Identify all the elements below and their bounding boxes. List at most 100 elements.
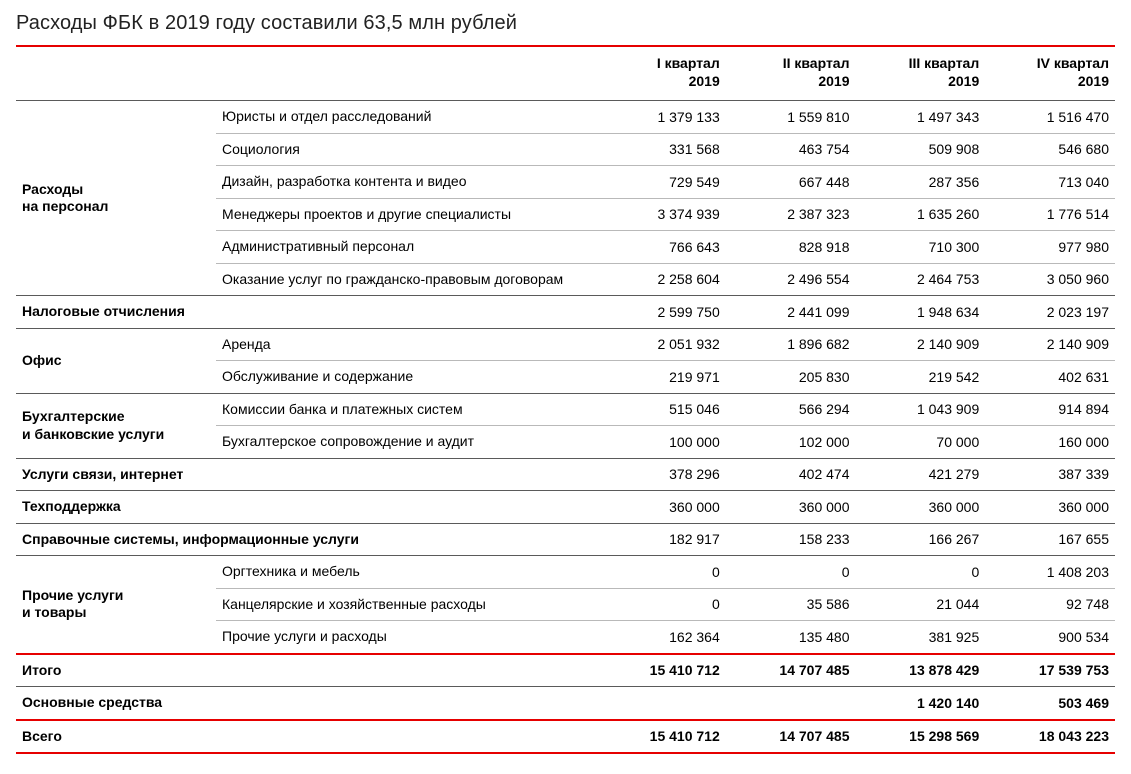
total-value: 13 878 429 bbox=[856, 654, 986, 687]
total-value: 17 539 753 bbox=[985, 654, 1115, 687]
cell-value: 1 043 909 bbox=[856, 393, 986, 426]
table-row: ОфисАренда2 051 9321 896 6822 140 9092 1… bbox=[16, 328, 1115, 361]
col-header-blank bbox=[16, 47, 216, 101]
report-container: Расходы ФБК в 2019 году составили 63,5 м… bbox=[0, 0, 1131, 774]
category-label: Прочие услуги и товары bbox=[16, 556, 216, 654]
total-value: 15 410 712 bbox=[596, 720, 726, 754]
category-label: Услуги связи, интернет bbox=[16, 458, 596, 491]
cell-value: 205 830 bbox=[726, 361, 856, 394]
cell-value: 1 948 634 bbox=[856, 296, 986, 329]
cell-value: 828 918 bbox=[726, 231, 856, 264]
category-label: Техподдержка bbox=[16, 491, 596, 524]
col-header-q1: I квартал 2019 bbox=[596, 47, 726, 101]
cell-value: 1 379 133 bbox=[596, 101, 726, 134]
total-label: Основные средства bbox=[16, 687, 596, 720]
cell-value: 287 356 bbox=[856, 166, 986, 199]
cell-value: 766 643 bbox=[596, 231, 726, 264]
cell-value: 381 925 bbox=[856, 621, 986, 654]
category-label: Справочные системы, информационные услуг… bbox=[16, 523, 596, 556]
cell-value: 35 586 bbox=[726, 588, 856, 621]
total-value: 14 707 485 bbox=[726, 720, 856, 754]
cell-value: 2 441 099 bbox=[726, 296, 856, 329]
subcategory-label: Административный персонал bbox=[216, 231, 596, 264]
table-row: Бухгалтерские и банковские услугиКомисси… bbox=[16, 393, 1115, 426]
cell-value: 182 917 bbox=[596, 523, 726, 556]
cell-value: 3 374 939 bbox=[596, 198, 726, 231]
cell-value: 1 896 682 bbox=[726, 328, 856, 361]
total-row: Основные средства 1 420 140503 469 bbox=[16, 687, 1115, 720]
table-row: Прочие услуги и товарыОргтехника и мебел… bbox=[16, 556, 1115, 589]
cell-value: 92 748 bbox=[985, 588, 1115, 621]
cell-value: 360 000 bbox=[726, 491, 856, 524]
table-row: Услуги связи, интернет378 296402 474421 … bbox=[16, 458, 1115, 491]
cell-value: 463 754 bbox=[726, 133, 856, 166]
total-value: 1 420 140 bbox=[856, 687, 986, 720]
cell-value: 100 000 bbox=[596, 426, 726, 459]
cell-value: 219 542 bbox=[856, 361, 986, 394]
subcategory-label: Комиссии банка и платежных систем bbox=[216, 393, 596, 426]
total-value bbox=[726, 687, 856, 720]
cell-value: 2 140 909 bbox=[985, 328, 1115, 361]
cell-value: 402 474 bbox=[726, 458, 856, 491]
subcategory-label: Юристы и отдел расследований bbox=[216, 101, 596, 134]
cell-value: 3 050 960 bbox=[985, 263, 1115, 296]
table-row: Техподдержка360 000360 000360 000360 000 bbox=[16, 491, 1115, 524]
cell-value: 402 631 bbox=[985, 361, 1115, 394]
cell-value: 162 364 bbox=[596, 621, 726, 654]
subcategory-label: Аренда bbox=[216, 328, 596, 361]
cell-value: 0 bbox=[726, 556, 856, 589]
table-row: Справочные системы, информационные услуг… bbox=[16, 523, 1115, 556]
col-header-blank bbox=[216, 47, 596, 101]
cell-value: 2 496 554 bbox=[726, 263, 856, 296]
cell-value: 2 464 753 bbox=[856, 263, 986, 296]
cell-value: 70 000 bbox=[856, 426, 986, 459]
cell-value: 360 000 bbox=[985, 491, 1115, 524]
cell-value: 667 448 bbox=[726, 166, 856, 199]
cell-value: 1 635 260 bbox=[856, 198, 986, 231]
col-header-q2: II квартал 2019 bbox=[726, 47, 856, 101]
cell-value: 2 258 604 bbox=[596, 263, 726, 296]
total-value bbox=[596, 687, 726, 720]
subcategory-label: Обслуживание и содержание bbox=[216, 361, 596, 394]
cell-value: 0 bbox=[596, 588, 726, 621]
cell-value: 378 296 bbox=[596, 458, 726, 491]
cell-value: 2 387 323 bbox=[726, 198, 856, 231]
cell-value: 219 971 bbox=[596, 361, 726, 394]
cell-value: 158 233 bbox=[726, 523, 856, 556]
cell-value: 509 908 bbox=[856, 133, 986, 166]
total-row: Итого15 410 71214 707 48513 878 42917 53… bbox=[16, 654, 1115, 687]
category-label: Бухгалтерские и банковские услуги bbox=[16, 393, 216, 458]
cell-value: 713 040 bbox=[985, 166, 1115, 199]
cell-value: 900 534 bbox=[985, 621, 1115, 654]
cell-value: 0 bbox=[856, 556, 986, 589]
subcategory-label: Канцелярские и хозяйственные расходы bbox=[216, 588, 596, 621]
cell-value: 2 140 909 bbox=[856, 328, 986, 361]
category-label: Расходы на персонал bbox=[16, 101, 216, 296]
col-header-q3: III квартал 2019 bbox=[856, 47, 986, 101]
subcategory-label: Дизайн, разработка контента и видео bbox=[216, 166, 596, 199]
table-body: Расходы на персоналЮристы и отдел рассле… bbox=[16, 101, 1115, 754]
cell-value: 2 023 197 bbox=[985, 296, 1115, 329]
total-value: 503 469 bbox=[985, 687, 1115, 720]
cell-value: 2 599 750 bbox=[596, 296, 726, 329]
category-label: Офис bbox=[16, 328, 216, 393]
cell-value: 1 516 470 bbox=[985, 101, 1115, 134]
subcategory-label: Социология bbox=[216, 133, 596, 166]
col-header-q4: IV квартал 2019 bbox=[985, 47, 1115, 101]
table-row: Расходы на персоналЮристы и отдел рассле… bbox=[16, 101, 1115, 134]
category-label: Налоговые отчисления bbox=[16, 296, 596, 329]
cell-value: 331 568 bbox=[596, 133, 726, 166]
cell-value: 710 300 bbox=[856, 231, 986, 264]
subcategory-label: Менеджеры проектов и другие специалисты bbox=[216, 198, 596, 231]
cell-value: 977 980 bbox=[985, 231, 1115, 264]
cell-value: 566 294 bbox=[726, 393, 856, 426]
cell-value: 160 000 bbox=[985, 426, 1115, 459]
total-label: Итого bbox=[16, 654, 596, 687]
cell-value: 135 480 bbox=[726, 621, 856, 654]
total-value: 15 298 569 bbox=[856, 720, 986, 754]
cell-value: 729 549 bbox=[596, 166, 726, 199]
subcategory-label: Оргтехника и мебель bbox=[216, 556, 596, 589]
subcategory-label: Оказание услуг по гражданско-правовым до… bbox=[216, 263, 596, 296]
cell-value: 1 559 810 bbox=[726, 101, 856, 134]
total-value: 18 043 223 bbox=[985, 720, 1115, 754]
